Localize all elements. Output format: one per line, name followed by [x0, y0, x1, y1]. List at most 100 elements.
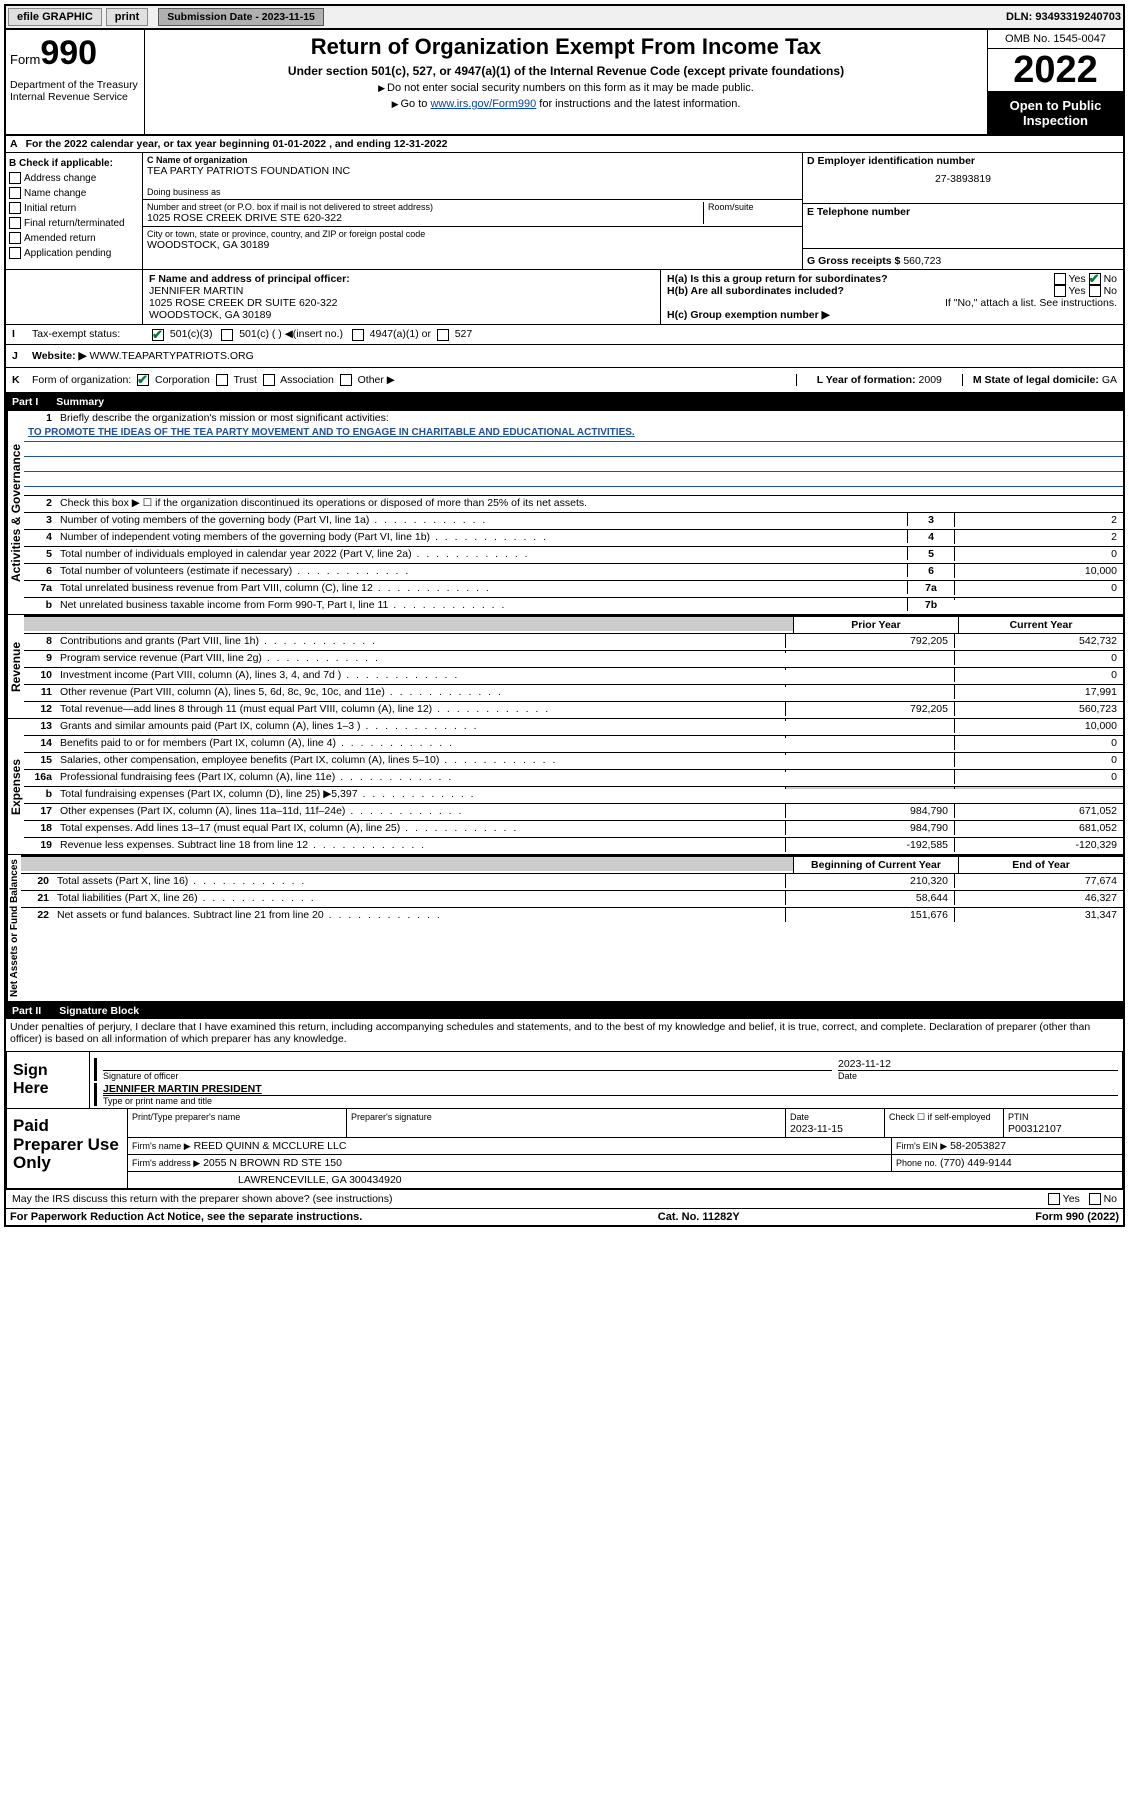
cb-amended-return[interactable]: Amended return [9, 231, 139, 246]
cb-501c[interactable]: 501(c) ( ) ◀(insert no.) [221, 328, 343, 340]
vert-label-revenue: Revenue [6, 615, 24, 718]
summary-line: 14Benefits paid to or for members (Part … [24, 735, 1123, 752]
officer-group-block: F Name and address of principal officer:… [6, 270, 1123, 325]
summary-line: 17Other expenses (Part IX, column (A), l… [24, 803, 1123, 820]
summary-line: 22Net assets or fund balances. Subtract … [21, 907, 1123, 924]
firm-phone: (770) 449-9144 [940, 1157, 1012, 1169]
officer-name-title: JENNIFER MARTIN PRESIDENT [103, 1083, 1118, 1095]
col-c-org: C Name of organization TEA PARTY PATRIOT… [143, 153, 802, 269]
hb-no[interactable]: No [1089, 285, 1117, 297]
vert-label-governance: Activities & Governance [6, 411, 24, 614]
col-f-officer: F Name and address of principal officer:… [142, 270, 660, 324]
summary-line: 9Program service revenue (Part VIII, lin… [24, 650, 1123, 667]
summary-line: 6Total number of volunteers (estimate if… [24, 563, 1123, 580]
cb-assoc[interactable]: Association [263, 374, 334, 386]
open-to-public-badge: Open to Public Inspection [988, 92, 1123, 134]
year-formation: 2009 [919, 374, 942, 386]
state-domicile: GA [1102, 374, 1117, 386]
summary-line: 8Contributions and grants (Part VIII, li… [24, 633, 1123, 650]
form-subtitle: Under section 501(c), 527, or 4947(a)(1)… [151, 64, 981, 78]
cb-final-return[interactable]: Final return/terminated [9, 216, 139, 231]
cb-501c3[interactable]: 501(c)(3) [152, 328, 213, 340]
row-i-tax-status: I Tax-exempt status: 501(c)(3) 501(c) ( … [6, 325, 1123, 344]
form-footer: For Paperwork Reduction Act Notice, see … [6, 1208, 1123, 1225]
cb-other[interactable]: Other ▶ [340, 374, 395, 386]
efile-graphic-label: efile GRAPHIC [8, 8, 102, 26]
summary-line: 16aProfessional fundraising fees (Part I… [24, 769, 1123, 786]
org-street: 1025 ROSE CREEK DRIVE STE 620-322 [147, 212, 703, 224]
dept-treasury: Department of the Treasury [10, 79, 140, 91]
officer-addr1: 1025 ROSE CREEK DR SUITE 620-322 [149, 297, 654, 309]
hb-yes[interactable]: Yes [1054, 285, 1086, 297]
summary-line: 18Total expenses. Add lines 13–17 (must … [24, 820, 1123, 837]
section-governance: Activities & Governance 1Briefly describ… [6, 410, 1123, 614]
firm-name: REED QUINN & MCCLURE LLC [194, 1140, 347, 1152]
form-title-box: Return of Organization Exempt From Incom… [145, 30, 988, 134]
website-value: WWW.TEAPARTYPATRIOTS.ORG [89, 350, 253, 362]
summary-line: bNet unrelated business taxable income f… [24, 597, 1123, 614]
summary-line: 20Total assets (Part X, line 16)210,3207… [21, 873, 1123, 890]
cb-527[interactable]: 527 [437, 328, 472, 340]
ptin-value: P00312107 [1008, 1123, 1062, 1135]
mission-text: TO PROMOTE THE IDEAS OF THE TEA PARTY MO… [24, 427, 1123, 442]
row-klm: K Form of organization: Corporation Trus… [6, 368, 1123, 394]
summary-line: 13Grants and similar amounts paid (Part … [24, 719, 1123, 735]
sig-date: 2023-11-12 [838, 1058, 1118, 1070]
cb-application-pending[interactable]: Application pending [9, 246, 139, 261]
firm-addr1: 2055 N BROWN RD STE 150 [203, 1157, 342, 1169]
omb-number: OMB No. 1545-0047 [988, 30, 1123, 49]
col-h-group: H(a) Is this a group return for subordin… [660, 270, 1123, 324]
summary-line: 10Investment income (Part VIII, column (… [24, 667, 1123, 684]
summary-line: 21Total liabilities (Part X, line 26)58,… [21, 890, 1123, 907]
summary-line: bTotal fundraising expenses (Part IX, co… [24, 786, 1123, 803]
penalties-text: Under penalties of perjury, I declare th… [6, 1019, 1123, 1047]
firm-addr2: LAWRENCEVILLE, GA 300434920 [128, 1172, 1122, 1188]
form-body: Form990 Department of the Treasury Inter… [4, 30, 1125, 1227]
cb-name-change[interactable]: Name change [9, 186, 139, 201]
irs-link[interactable]: www.irs.gov/Form990 [430, 98, 536, 110]
arrow-icon [378, 82, 387, 94]
form-title: Return of Organization Exempt From Incom… [151, 34, 981, 60]
tax-year: 2022 [988, 49, 1123, 92]
cb-initial-return[interactable]: Initial return [9, 201, 139, 216]
identity-block: B Check if applicable: Address change Na… [6, 153, 1123, 270]
print-button[interactable]: print [106, 8, 148, 26]
summary-line: 3Number of voting members of the governi… [24, 512, 1123, 529]
org-city: WOODSTOCK, GA 30189 [147, 239, 798, 251]
dln: DLN: 93493319240703 [1006, 11, 1121, 23]
dept-irs: Internal Revenue Service [10, 91, 140, 103]
section-expenses: Expenses 13Grants and similar amounts pa… [6, 718, 1123, 854]
form-header: Form990 Department of the Treasury Inter… [6, 30, 1123, 136]
ha-yes[interactable]: Yes [1054, 273, 1086, 285]
col-b-checkboxes: B Check if applicable: Address change Na… [6, 153, 143, 269]
discuss-yes[interactable]: Yes [1048, 1193, 1080, 1205]
org-name: TEA PARTY PATRIOTS FOUNDATION INC [147, 165, 798, 177]
officer-addr2: WOODSTOCK, GA 30189 [149, 309, 654, 321]
col-right-ids: D Employer identification number 27-3893… [802, 153, 1123, 269]
section-revenue: Revenue Prior Year Current Year 8Contrib… [6, 614, 1123, 718]
cb-corp[interactable]: Corporation [137, 374, 210, 386]
submission-date-label: Submission Date - 2023-11-15 [158, 8, 324, 26]
cb-address-change[interactable]: Address change [9, 171, 139, 186]
prep-date: 2023-11-15 [790, 1123, 843, 1135]
officer-name: JENNIFER MARTIN [149, 285, 654, 297]
discuss-row: May the IRS discuss this return with the… [6, 1189, 1123, 1208]
summary-line: 4Number of independent voting members of… [24, 529, 1123, 546]
summary-line: 12Total revenue—add lines 8 through 11 (… [24, 701, 1123, 718]
row-a-tax-year: A For the 2022 calendar year, or tax yea… [6, 136, 1123, 153]
summary-line: 7aTotal unrelated business revenue from … [24, 580, 1123, 597]
gross-receipts-value: 560,723 [903, 255, 941, 267]
firm-ein: 58-2053827 [950, 1140, 1006, 1152]
vert-label-netassets: Net Assets or Fund Balances [6, 855, 21, 1001]
discuss-no[interactable]: No [1089, 1193, 1117, 1205]
summary-line: 5Total number of individuals employed in… [24, 546, 1123, 563]
sign-here-block: Sign Here Signature of officer 2023-11-1… [6, 1051, 1123, 1109]
ein-value: 27-3893819 [807, 167, 1119, 185]
vert-label-expenses: Expenses [6, 719, 24, 854]
summary-line: 11Other revenue (Part VIII, column (A), … [24, 684, 1123, 701]
ha-no[interactable]: No [1089, 273, 1117, 285]
paid-preparer-block: Paid Preparer Use Only Print/Type prepar… [6, 1109, 1123, 1189]
summary-line: 15Salaries, other compensation, employee… [24, 752, 1123, 769]
cb-trust[interactable]: Trust [216, 374, 257, 386]
cb-4947[interactable]: 4947(a)(1) or [352, 328, 431, 340]
